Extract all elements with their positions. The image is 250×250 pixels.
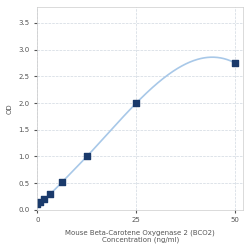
Point [134, 101, 138, 105]
Y-axis label: OD: OD [7, 103, 13, 114]
Point [42, 198, 46, 202]
Point [36, 202, 40, 206]
Point [48, 192, 52, 196]
Point [85, 154, 89, 158]
Point [38, 200, 42, 203]
X-axis label: Mouse Beta-Carotene Oxygenase 2 (BCO2)
Concentration (ng/ml): Mouse Beta-Carotene Oxygenase 2 (BCO2) C… [65, 229, 215, 243]
Point [233, 61, 237, 65]
Point [60, 180, 64, 184]
